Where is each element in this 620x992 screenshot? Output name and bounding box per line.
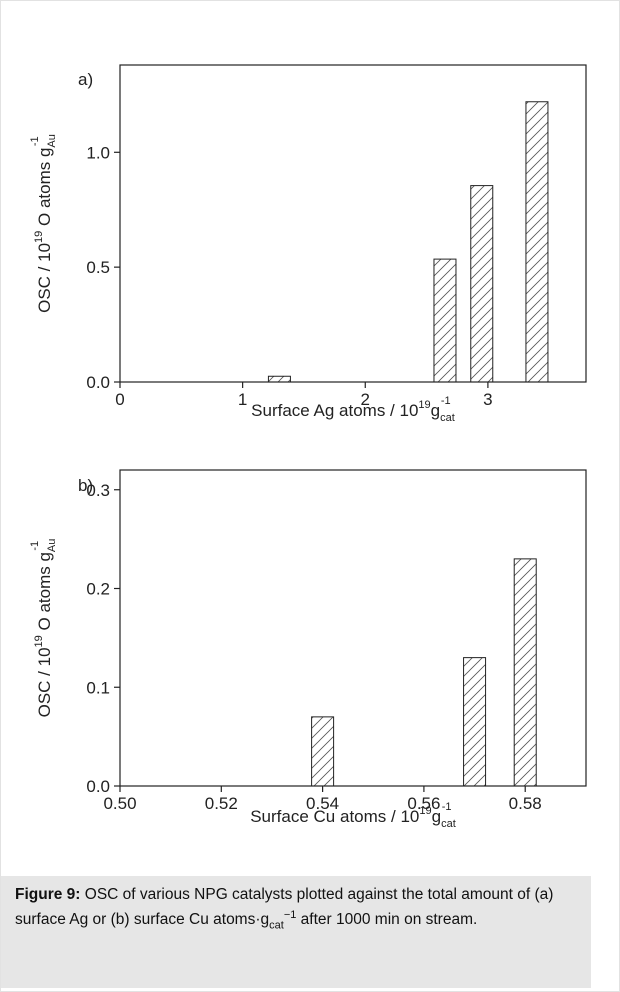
y-tick-label: 0.5 [86,258,110,277]
bar [433,258,457,383]
x-tick-label: 3 [483,390,492,409]
panel-label: a) [78,70,93,89]
x-tick-label: 1 [238,390,247,409]
y-tick-label: 1.0 [86,143,110,162]
figure-caption: Figure 9: OSC of various NPG catalysts p… [1,876,591,988]
caption-text-1: OSC of various NPG catalysts plotted aga… [15,886,554,929]
panel-label: b) [78,476,93,495]
plot-frame [119,469,587,787]
x-tick-label: 0.52 [205,794,238,813]
x-tick-label: 0.54 [306,794,339,813]
y-tick-label: 0.1 [86,678,110,697]
bar [463,657,487,787]
x-axis-label: Surface Cu atoms / 1019gcat-1 [250,801,456,830]
x-tick-label: 0.56 [407,794,440,813]
y-axis-label: OSC / 1019 O atoms gAu-1 [29,539,58,718]
x-tick-label: 0 [115,390,124,409]
bar [311,716,335,787]
plot-frame [119,64,587,383]
bar [513,558,537,787]
chart-panel-b: 0.0 0.1 0.2 0.3 0.50 0.52 0.54 0.56 0.58 b) Surfac… [29,469,587,830]
caption-sub: cat [269,919,284,932]
bar [470,185,494,383]
figure-charts: 0.0 0.5 1.0 0 1 2 3 a) Surface Ag atoms / 1019gc… [29,64,587,830]
x-tick-label: 0.50 [103,794,136,813]
caption-text-2: after 1000 min on stream. [296,911,478,929]
y-tick-label: 0.2 [86,580,110,599]
bar [267,375,291,383]
bar [525,101,549,383]
y-tick-label: 0.0 [86,777,110,796]
x-tick-label: 2 [361,390,370,409]
chart-panel-a: 0.0 0.5 1.0 0 1 2 3 a) Surface Ag atoms / 1019gc… [29,64,587,424]
x-axis-label: Surface Ag atoms / 1019gcat-1 [251,395,455,424]
caption-label: Figure 9: [15,886,81,903]
x-tick-label: 0.58 [509,794,542,813]
y-axis-label: OSC / 1019 O atoms gAu-1 [29,134,58,313]
y-tick-label: 0.0 [86,373,110,392]
y-tick-label: 0.3 [86,481,110,500]
caption-sup: −1 [283,909,297,921]
